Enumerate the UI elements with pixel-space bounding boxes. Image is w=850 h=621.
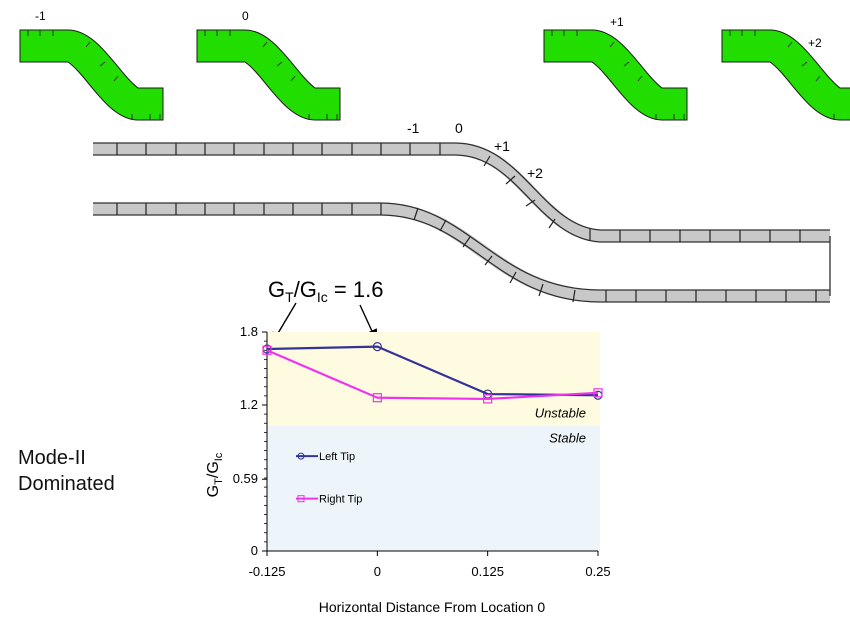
thumbnail-tick [609,41,615,48]
thumbnail-label-plus-1: +1 [610,15,624,29]
thumbnail-tick [637,75,643,82]
thumbnail-tick-marks [729,30,835,120]
location-label-0: 0 [455,120,463,136]
thumbnail-tick [815,75,821,82]
thumbnail-tick-marks [204,30,338,120]
location-label-plus-1: +1 [494,138,510,154]
thumbnail-tick-marks [551,30,685,120]
lower-ply-ticks [116,203,817,303]
x-tick-label: 0.125 [471,564,504,579]
upper-ply-band [93,142,830,243]
thumbnail-tick [623,61,630,67]
stable-region [267,425,600,551]
y-axis-ticks: 0 0.59 1.2 1.8 [233,324,267,558]
mode-label-line2: Dominated [18,473,115,495]
lower-ply-outline-bottom [93,214,830,303]
series-layer [262,342,603,404]
thumbnail-0 [196,29,341,121]
series-line-left-tip [266,345,599,397]
left-tip-point [372,342,382,352]
upper-ply-ticks [116,143,801,242]
thumbnail-label-0: 0 [242,9,249,23]
upper-ply-outline-bottom [93,154,830,243]
mode-label-line1: Mode-II [18,447,86,469]
thumbnail-tick [85,41,91,48]
thumbnail-ply-shape [19,29,164,121]
thumbnail-minus-1 [19,29,164,121]
x-tick-label: -0.125 [249,564,286,579]
thumbnail-tick [262,41,268,48]
upper-ply-outline-top [93,142,830,231]
lower-ply-outline-top [93,202,830,291]
x-tick-label: 0.25 [585,564,610,579]
x-tick-label: 0 [374,564,381,579]
legend-marker [297,452,305,460]
specimen-cross-section: -1 0 +1 +2 [93,120,831,303]
lower-ply-band [93,202,830,303]
y-tick-label: 0 [251,543,258,558]
thumbnail-tick [787,41,793,48]
right-tip-point [262,345,272,355]
right-tip-point [593,388,603,398]
thumbnail-tick [801,61,808,67]
thumbnail-label-minus-1: -1 [35,9,46,23]
thumbnail-tick-marks [27,30,161,120]
mode-label: Mode-II Dominated [18,445,115,497]
location-label-minus-1: -1 [407,120,420,136]
right-tip-point [483,394,493,404]
thumbnail-ply-shape [721,29,850,121]
x-axis-ticks: -0.125 0 0.125 0.25 [249,551,611,579]
thumbnail-tick [290,75,296,82]
thumbnail-tick [113,75,119,82]
thumbnail-tick [276,61,283,67]
ratio-annotation-text: GT/GIc = 1.6 [268,277,383,305]
thumbnail-label-plus-2: +2 [808,36,822,50]
y-tick-label: 1.8 [240,324,258,339]
thumbnail-plus-1 [543,29,688,121]
unstable-label: Unstable [535,406,586,421]
thumbnail-ply-shape [543,29,688,121]
thumbnail-ply-shape [196,29,341,121]
chart: Unstable Stable 0 0.59 1.2 1.8 -0.125 0 0.125… [205,324,611,615]
location-label-plus-2: +2 [527,165,543,181]
thumbnail-plus-2 [721,29,850,121]
legend-label: Left Tip [319,451,355,463]
series-line-right-tip [266,349,599,401]
y-axis-label: GT/GIc [205,452,225,497]
y-tick-label: 1.2 [240,397,258,412]
right-tip-point [372,393,382,403]
y-tick-label: 0.59 [233,471,258,486]
stable-label: Stable [549,431,586,446]
thumbnail-group: -1 0 +1 +2 [19,9,850,121]
legend-marker [297,495,305,503]
legend: Left Tip Right Tip [296,451,362,506]
thumbnail-tick [99,61,106,67]
legend-label: Right Tip [319,494,362,506]
x-axis-label: Horizontal Distance From Location 0 [319,599,546,615]
